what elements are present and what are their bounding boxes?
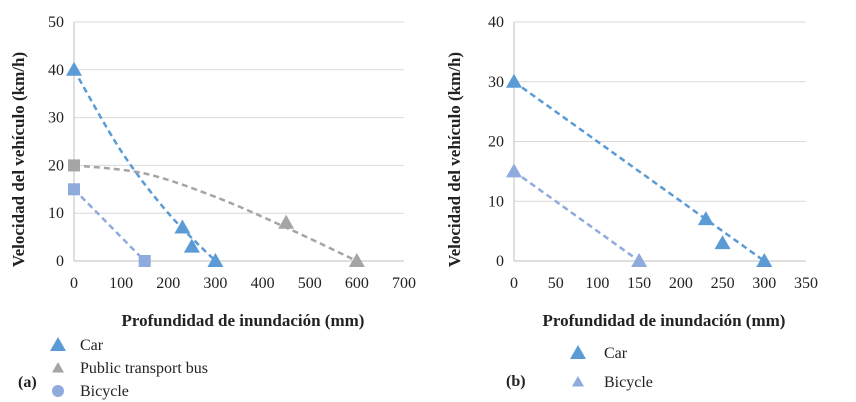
x-tick-label: 200: [156, 275, 180, 292]
y-tick-label: 40: [488, 14, 504, 31]
x-tick-label: 700: [392, 275, 416, 292]
legend-label: Bicycle: [604, 374, 653, 391]
data-point-bicycle: [68, 183, 80, 196]
y-axis-title: Velocidad del vehículo (km/h): [9, 52, 28, 267]
data-point-car: [697, 211, 714, 226]
x-tick-label: 250: [711, 275, 735, 292]
trendline-bicycle: [73, 188, 146, 262]
y-tick-label: 0: [496, 253, 504, 270]
x-tick-label: 100: [109, 275, 133, 292]
x-tick-label: 50: [548, 275, 564, 292]
legend-label: Bicycle: [80, 383, 129, 400]
x-tick-label: 100: [585, 275, 609, 292]
trendline-public-transport-bus: [73, 164, 358, 263]
legend: Car Public transport bus Bicycle: [50, 337, 208, 400]
data-point-car: [714, 235, 731, 250]
data-point-bicycle: [138, 255, 151, 267]
trendline-car: [513, 80, 766, 263]
data-point-bicycle: [631, 253, 648, 267]
y-tick-label: 0: [56, 253, 64, 270]
y-tick-label: 40: [48, 62, 64, 79]
y-tick-label: 30: [488, 74, 504, 91]
legend-marker: [52, 362, 64, 373]
data-point-public-transport-bus: [68, 159, 80, 172]
y-tick-label: 20: [48, 157, 64, 174]
panel-label: (a): [18, 374, 37, 391]
legend-marker: [570, 345, 586, 359]
x-tick-label: 200: [669, 275, 693, 292]
x-tick-label: 150: [627, 275, 651, 292]
legend-label: Car: [80, 337, 104, 354]
data-point-public-transport-bus: [278, 214, 295, 229]
legend-label: Public transport bus: [80, 360, 208, 377]
data-point-car: [174, 219, 191, 234]
x-tick-label: 500: [298, 275, 322, 292]
y-axis-title: Velocidad del vehículo (km/h): [445, 52, 464, 267]
data-point-car: [66, 61, 82, 76]
x-tick-label: 300: [752, 275, 776, 292]
chart-panel-b: 0 10 20 30 40 0 50 100 150 200 250 300 350 Profundida…: [445, 14, 818, 391]
data-point-bicycle: [506, 163, 522, 178]
y-tick-label: 10: [48, 205, 64, 222]
y-tick-label: 10: [488, 193, 504, 210]
x-tick-label: 400: [251, 275, 275, 292]
data-point-car: [506, 73, 522, 88]
legend: Car Bicycle: [570, 345, 653, 391]
y-tick-label: 30: [48, 110, 64, 127]
legend-label: Car: [604, 345, 628, 362]
x-tick-label: 350: [794, 275, 818, 292]
x-tick-label: 0: [510, 275, 518, 292]
data-point-car: [183, 238, 200, 253]
data-point-car: [756, 253, 773, 267]
legend-marker: [50, 337, 66, 351]
trendline-car: [72, 69, 217, 262]
y-tick-label: 20: [488, 134, 504, 151]
trendline-bicycle: [513, 170, 640, 263]
x-tick-label: 0: [70, 275, 78, 292]
data-point-public-transport-bus: [348, 253, 365, 267]
x-tick-label: 600: [345, 275, 369, 292]
legend-marker: [52, 385, 64, 397]
x-axis-title: Profundidad de inundación (mm): [543, 311, 786, 330]
panel-label: (b): [506, 373, 526, 390]
legend-marker: [572, 376, 584, 387]
data-point-car: [207, 253, 224, 267]
x-axis-title: Profundidad de inundación (mm): [122, 311, 365, 330]
y-tick-label: 50: [48, 14, 64, 31]
x-tick-label: 300: [203, 275, 227, 292]
